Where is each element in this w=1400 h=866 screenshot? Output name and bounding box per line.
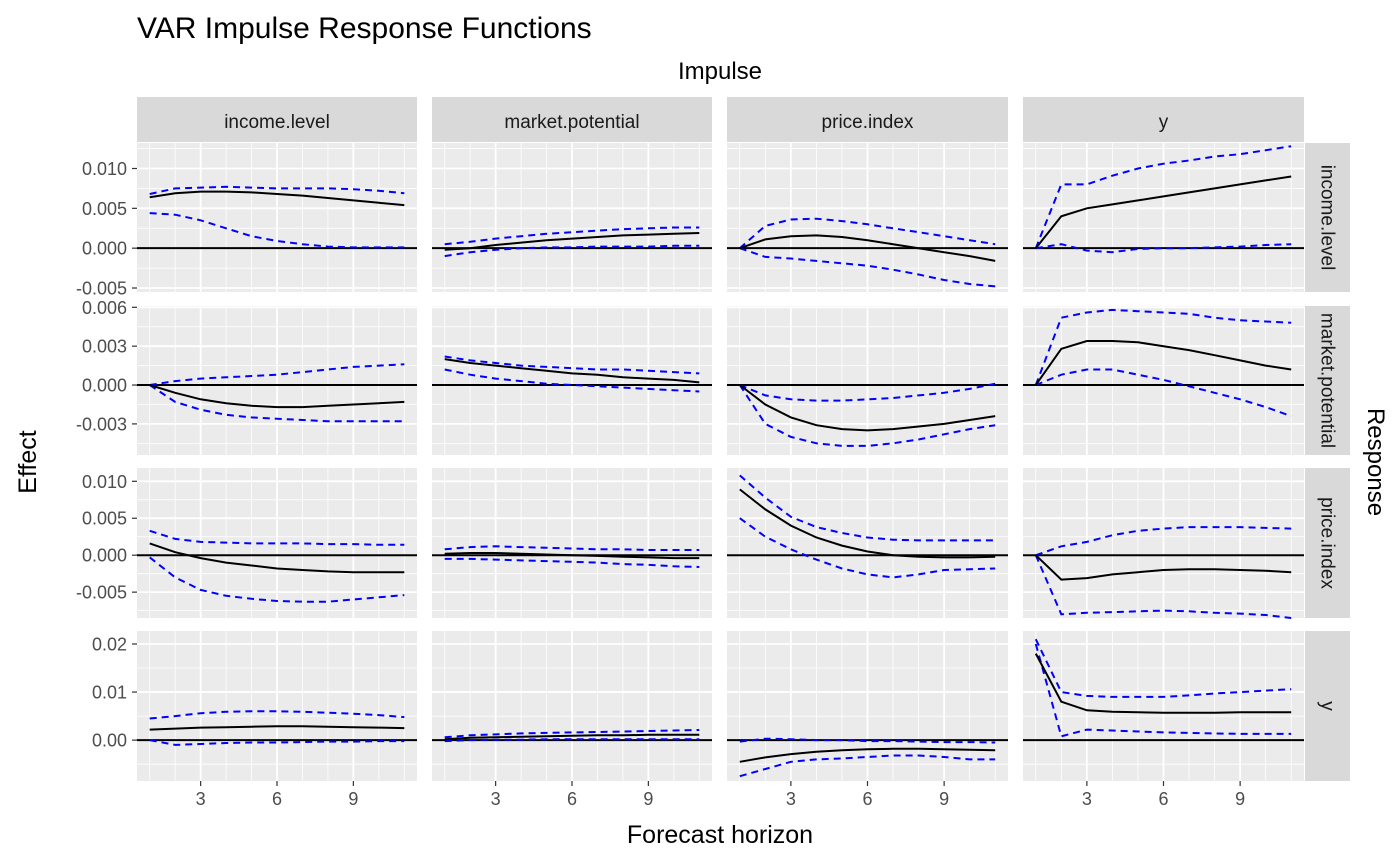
y-tick-label: 0.006 bbox=[82, 298, 127, 318]
response-strip-label-group: y bbox=[1317, 701, 1338, 711]
ci-lower-line bbox=[149, 212, 405, 249]
irf-line bbox=[149, 384, 405, 409]
response-strip-label: market.potential bbox=[1317, 313, 1338, 448]
y-tick-label: 0.005 bbox=[82, 199, 127, 219]
impulse-strip-label: income.level bbox=[224, 112, 330, 133]
y-tick-label: 0.02 bbox=[92, 634, 127, 654]
ci-lower-line bbox=[149, 739, 405, 746]
x-tick-label: 3 bbox=[1082, 789, 1092, 809]
x-axis-title: Forecast horizon bbox=[627, 821, 813, 849]
x-tick-label: 6 bbox=[862, 789, 872, 809]
x-tick-label: 9 bbox=[939, 789, 949, 809]
chart-title: VAR Impulse Response Functions bbox=[137, 12, 592, 45]
ci-lower-line bbox=[1034, 643, 1292, 738]
impulse-strip bbox=[432, 97, 712, 142]
irf-line bbox=[739, 747, 996, 763]
x-tick-label: 9 bbox=[643, 789, 653, 809]
irf-line bbox=[444, 232, 700, 251]
impulse-strip bbox=[1023, 97, 1304, 142]
response-strip-label: income.level bbox=[1317, 165, 1338, 271]
ci-lower-line bbox=[149, 556, 405, 603]
irf-line bbox=[1034, 653, 1292, 714]
irf-line bbox=[149, 725, 405, 731]
ci-upper-line bbox=[1035, 526, 1292, 557]
x-tick-label: 6 bbox=[272, 789, 282, 809]
response-strip-label-group: price.index bbox=[1317, 497, 1338, 589]
response-strip bbox=[1305, 143, 1350, 292]
irf-line bbox=[149, 190, 405, 207]
response-strip-label-group: market.potential bbox=[1317, 313, 1338, 448]
ci-upper-line bbox=[444, 226, 700, 246]
y-tick-label: 0.00 bbox=[92, 731, 127, 751]
y-tick-label: 0.000 bbox=[82, 239, 127, 259]
ci-upper-line bbox=[739, 737, 996, 744]
panel-grid: income.level market.potential price.index y… bbox=[76, 97, 1350, 809]
impulse-strip bbox=[727, 97, 1008, 142]
y-tick-label: -0.003 bbox=[76, 414, 127, 434]
y-tick-label: 0.005 bbox=[82, 509, 127, 529]
impulse-facet-label: Impulse bbox=[678, 58, 762, 85]
response-strip bbox=[1305, 306, 1350, 455]
y-tick-label: 0.010 bbox=[82, 159, 127, 179]
ci-lower-line bbox=[1035, 368, 1292, 418]
x-tick-label: 6 bbox=[1158, 789, 1168, 809]
irf-line bbox=[1035, 175, 1292, 249]
irf-line bbox=[444, 358, 700, 384]
ci-lower-line bbox=[444, 244, 700, 258]
x-tick-label: 6 bbox=[567, 789, 577, 809]
ci-lower-line bbox=[739, 247, 996, 288]
x-tick-label: 9 bbox=[1235, 789, 1245, 809]
y-tick-label: -0.005 bbox=[76, 279, 127, 299]
irf-line bbox=[739, 234, 996, 262]
impulse-strip-label: market.potential bbox=[504, 112, 639, 133]
ci-upper-line bbox=[444, 355, 700, 375]
irf-line bbox=[1034, 340, 1292, 386]
ci-upper-line bbox=[149, 710, 405, 720]
ci-upper-line bbox=[1034, 145, 1292, 249]
ci-upper-line bbox=[1034, 638, 1292, 698]
ci-lower-line bbox=[444, 557, 700, 568]
impulse-strip-label: y bbox=[1159, 112, 1169, 133]
y-tick-label: 0.000 bbox=[82, 546, 127, 566]
ci-upper-line bbox=[739, 474, 996, 542]
y-tick-label: 0.003 bbox=[82, 337, 127, 357]
ci-upper-line bbox=[444, 729, 700, 739]
response-strip bbox=[1305, 468, 1350, 618]
y-tick-label: -0.005 bbox=[76, 583, 127, 603]
x-tick-label: 3 bbox=[786, 789, 796, 809]
response-strip bbox=[1305, 631, 1350, 781]
x-tick-label: 3 bbox=[196, 789, 206, 809]
ci-lower-line bbox=[739, 517, 996, 579]
irf-line bbox=[739, 488, 996, 559]
response-strip-label: price.index bbox=[1317, 497, 1338, 589]
irf-line bbox=[739, 384, 996, 432]
ci-upper-line bbox=[1034, 308, 1292, 386]
ci-lower-line bbox=[149, 384, 405, 423]
x-tick-label: 3 bbox=[491, 789, 501, 809]
ci-lower-line bbox=[444, 738, 700, 743]
ci-upper-line bbox=[444, 545, 700, 551]
irf-line bbox=[444, 733, 700, 741]
y-axis-title: Effect bbox=[14, 430, 42, 494]
ci-upper-line bbox=[149, 363, 405, 386]
ci-lower-line bbox=[738, 384, 996, 447]
irf-line bbox=[1035, 554, 1292, 581]
impulse-strip bbox=[137, 97, 417, 142]
response-strip-label-group: income.level bbox=[1317, 165, 1338, 271]
y-tick-label: 0.000 bbox=[82, 376, 127, 396]
x-tick-label: 9 bbox=[348, 789, 358, 809]
irf-line bbox=[444, 552, 700, 560]
ci-upper-line bbox=[739, 217, 996, 249]
response-facet-label: Response bbox=[1362, 408, 1389, 516]
response-strip-label: y bbox=[1317, 701, 1338, 711]
y-tick-label: 0.010 bbox=[82, 472, 127, 492]
y-tick-label: 0.01 bbox=[92, 683, 127, 703]
irf-line bbox=[149, 542, 405, 574]
impulse-strip-label: price.index bbox=[822, 112, 914, 133]
